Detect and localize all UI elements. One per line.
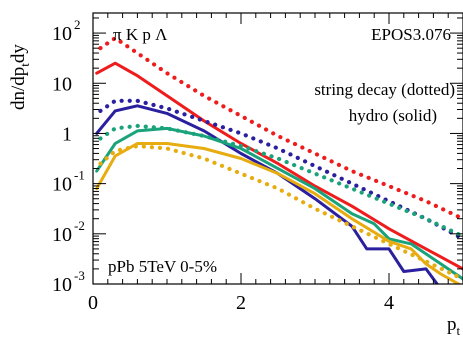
y-tick-label-base: 10 xyxy=(52,23,72,45)
particles-label: π K p Λ xyxy=(113,25,168,44)
model-label: EPOS3.076 xyxy=(371,25,451,44)
series-line-3-solid xyxy=(95,104,439,284)
series-line-5-solid xyxy=(95,126,463,281)
y-tick-label-exp: -3 xyxy=(74,268,85,283)
x-tick-label: 2 xyxy=(236,292,246,314)
series-line-8-dotted xyxy=(98,143,463,282)
series-line-4-dotted xyxy=(98,98,463,241)
series-line-2-dotted xyxy=(98,36,463,221)
y-axis-label-tail: dy xyxy=(8,44,29,64)
y-axis-label-main: dn/dp xyxy=(8,67,29,110)
curves-group xyxy=(95,36,463,284)
plot-frame xyxy=(92,12,463,285)
system-label: pPb 5TeV 0-5% xyxy=(108,257,217,276)
y-tick-label-base: 10 xyxy=(52,274,72,296)
x-axis-label-sub: t xyxy=(457,323,461,337)
x-axis-label-main: p xyxy=(447,314,457,335)
legend-string-decay: string decay (dotted) xyxy=(314,80,455,99)
x-axis-label: pt xyxy=(447,314,461,337)
y-axis-label-sub: t xyxy=(17,63,32,67)
y-axis-label: dn/dptdy xyxy=(8,44,32,110)
y-tick-label-base: 10 xyxy=(52,174,72,196)
tick-marks xyxy=(92,13,463,285)
y-tick-label-exp: -2 xyxy=(74,218,85,233)
x-tick-labels: 0 2 4 xyxy=(88,292,394,314)
legend-hydro: hydro (solid) xyxy=(349,106,437,125)
series-line-1-solid xyxy=(95,61,463,271)
series-line-7-solid xyxy=(95,142,462,284)
x-tick-label: 0 xyxy=(88,292,98,314)
x-tick-label: 4 xyxy=(384,292,394,314)
y-tick-label: 1 xyxy=(62,123,72,145)
y-tick-label-exp: 2 xyxy=(74,17,81,32)
y-tick-label-exp: -1 xyxy=(74,168,85,183)
y-tick-label: 10 xyxy=(52,73,72,95)
y-tick-label-base: 10 xyxy=(52,224,72,246)
